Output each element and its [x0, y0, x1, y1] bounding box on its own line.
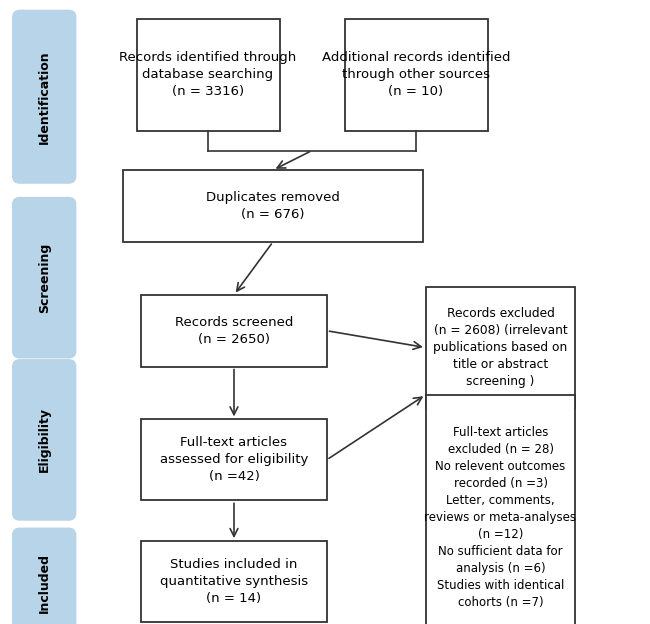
Text: Screening: Screening [38, 243, 51, 313]
Text: Included: Included [38, 553, 51, 613]
Text: Full-text articles
assessed for eligibility
(n =42): Full-text articles assessed for eligibil… [160, 436, 308, 484]
FancyBboxPatch shape [12, 528, 77, 624]
Text: Studies included in
quantitative synthesis
(n = 14): Studies included in quantitative synthes… [160, 558, 308, 605]
Text: Records screened
(n = 2650): Records screened (n = 2650) [175, 316, 293, 346]
FancyBboxPatch shape [142, 419, 326, 500]
FancyBboxPatch shape [12, 359, 77, 520]
Text: Additional records identified
through other sources
(n = 10): Additional records identified through ot… [322, 51, 510, 99]
Text: Full-text articles
excluded (n = 28)
No relevent outcomes
recorded (n =3)
Letter: Full-text articles excluded (n = 28) No … [424, 426, 577, 610]
FancyBboxPatch shape [142, 295, 326, 367]
Text: Duplicates removed
(n = 676): Duplicates removed (n = 676) [206, 191, 340, 221]
Text: Eligibility: Eligibility [38, 407, 51, 472]
FancyBboxPatch shape [344, 19, 488, 131]
Text: Records identified through
database searching
(n = 3316): Records identified through database sear… [120, 51, 296, 99]
FancyBboxPatch shape [426, 287, 575, 408]
FancyBboxPatch shape [426, 394, 575, 624]
FancyBboxPatch shape [142, 541, 326, 622]
FancyBboxPatch shape [12, 10, 77, 183]
Text: Identification: Identification [38, 50, 51, 144]
Text: Records excluded
(n = 2608) (irrelevant
publications based on
title or abstract
: Records excluded (n = 2608) (irrelevant … [434, 307, 567, 388]
FancyBboxPatch shape [12, 197, 77, 358]
FancyBboxPatch shape [124, 170, 422, 241]
FancyBboxPatch shape [136, 19, 280, 131]
